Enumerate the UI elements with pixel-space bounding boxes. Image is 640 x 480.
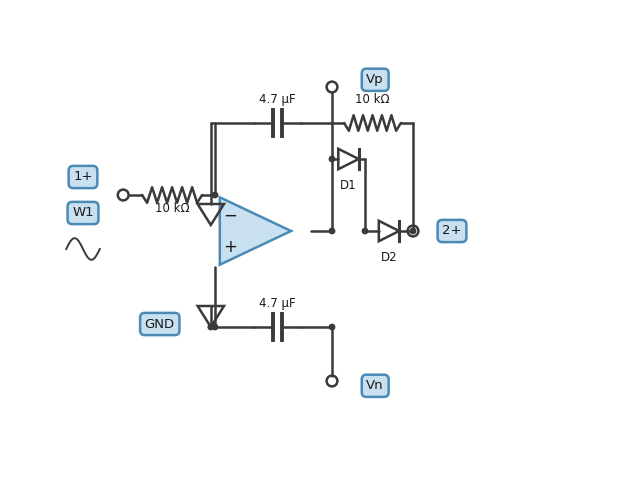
Circle shape [212,324,218,330]
Text: −: − [223,206,237,224]
Text: Vp: Vp [366,73,384,86]
Circle shape [212,192,218,198]
Text: GND: GND [145,317,175,331]
Text: D1: D1 [340,179,357,192]
Text: 2+: 2+ [442,225,461,238]
Text: +: + [223,238,237,255]
Text: W1: W1 [72,206,94,219]
Text: 1+: 1+ [73,170,93,183]
Polygon shape [220,197,291,264]
Text: 10 kΩ: 10 kΩ [355,93,390,106]
Circle shape [208,324,214,330]
Text: 10 kΩ: 10 kΩ [155,202,189,215]
Text: 4.7 μF: 4.7 μF [259,93,296,106]
Circle shape [330,228,335,234]
Text: Vn: Vn [366,379,384,392]
Circle shape [330,324,335,330]
Circle shape [362,228,368,234]
Circle shape [330,156,335,162]
Circle shape [410,228,416,234]
Text: D2: D2 [381,251,397,264]
Text: 4.7 μF: 4.7 μF [259,297,296,310]
